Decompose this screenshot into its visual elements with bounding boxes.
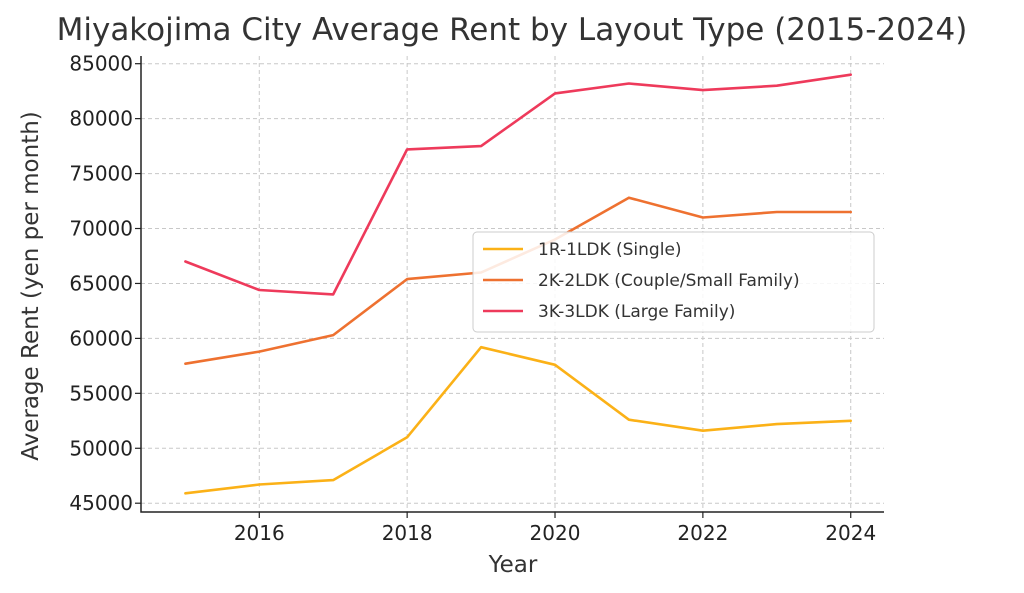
legend-label-3: 3K-3LDK (Large Family)	[538, 302, 735, 322]
y-tick-label: 65000	[69, 271, 133, 295]
x-axis-label: Year	[488, 552, 538, 578]
y-tick-label: 45000	[69, 491, 133, 515]
series-line-3	[184, 73, 853, 296]
x-tick-label: 2018	[382, 521, 433, 545]
y-axis-label: Average Rent (yen per month)	[18, 111, 44, 461]
legend-label-1: 1R-1LDK (Single)	[538, 240, 682, 260]
x-tick-label: 2020	[530, 521, 581, 545]
x-tick-label: 2024	[825, 521, 876, 545]
x-tick-label: 2016	[234, 521, 285, 545]
legend: 1R-1LDK (Single) 2K-2LDK (Couple/Small Fa…	[472, 231, 875, 333]
y-tick-label: 85000	[69, 52, 133, 76]
y-tick-label: 50000	[69, 436, 133, 460]
legend-box	[472, 231, 875, 333]
y-tick-label: 75000	[69, 162, 133, 186]
y-tick-label: 80000	[69, 107, 133, 131]
y-tick-label: 55000	[69, 381, 133, 405]
legend-label-2: 2K-2LDK (Couple/Small Family)	[538, 271, 800, 291]
series-line-1	[184, 345, 853, 495]
axes: 2016 2018 2020 2022 2024 45000 50000 55000 60000…	[69, 52, 884, 545]
y-tick-label: 60000	[69, 326, 133, 350]
chart-title: Miyakojima City Average Rent by Layout T…	[57, 12, 968, 48]
axis-lines	[140, 56, 884, 513]
y-tick-label: 70000	[69, 217, 133, 241]
x-tick-label: 2022	[677, 521, 728, 545]
